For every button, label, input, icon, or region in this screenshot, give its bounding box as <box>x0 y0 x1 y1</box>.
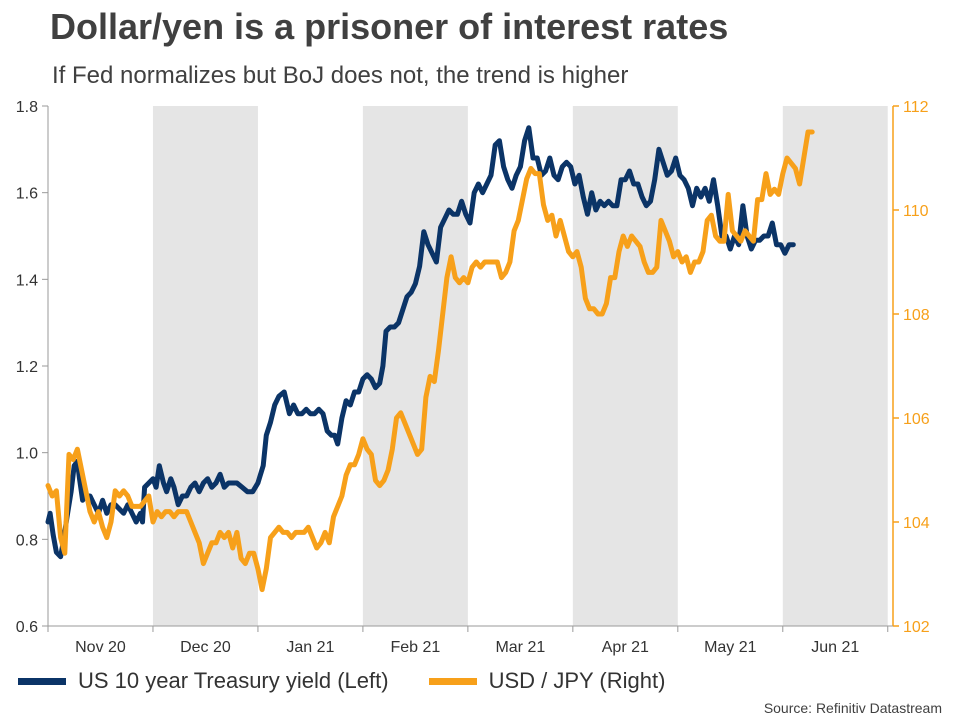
legend-swatch-usdjpy <box>428 677 477 685</box>
left-tick-label: 0.8 <box>16 532 38 549</box>
left-tick-label: 1.4 <box>16 272 38 289</box>
x-tick-label: Dec 20 <box>180 639 231 656</box>
series-line-usdjpy <box>45 129 815 593</box>
left-tick-label: 0.6 <box>16 619 38 636</box>
right-tick-label: 108 <box>903 307 930 324</box>
legend-item-usdjpy: USD / JPY (Right) <box>428 668 666 694</box>
shade-apr-21 <box>572 106 678 626</box>
left-tick-label: 1.2 <box>16 359 38 376</box>
shade-feb-21 <box>362 106 468 626</box>
legend-swatch-yield <box>18 677 66 685</box>
shade-jun-21 <box>782 106 888 626</box>
right-tick-label: 112 <box>903 99 929 116</box>
legend-item-yield: US 10 year Treasury yield (Left) <box>18 668 389 694</box>
x-tick-label: May 21 <box>704 639 757 656</box>
x-tick-label: Jun 21 <box>811 639 859 656</box>
right-axis-ticks: 102 104 106 108 110 112 <box>893 99 930 636</box>
left-tick-label: 1.6 <box>16 186 38 203</box>
legend-label-usdjpy: USD / JPY (Right) <box>488 668 666 693</box>
legend-label-yield: US 10 year Treasury yield (Left) <box>78 668 389 693</box>
chart-title: Dollar/yen is a prisoner of interest rat… <box>50 6 729 47</box>
series-lines <box>45 125 815 593</box>
axes <box>47 106 894 627</box>
x-tick-label: Nov 20 <box>75 639 126 656</box>
series-line-yield <box>45 125 796 560</box>
chart-area: 0.6 0.8 1.0 1.2 1.4 1.6 1.8 102 104 106 108 110 112… <box>16 99 930 656</box>
x-tick-label: Apr 21 <box>602 639 649 656</box>
left-tick-label: 1.8 <box>16 99 38 116</box>
right-tick-label: 106 <box>903 411 930 428</box>
left-tick-label: 1.0 <box>16 446 38 463</box>
right-tick-label: 104 <box>903 515 930 532</box>
month-shading <box>152 106 888 626</box>
right-tick-label: 110 <box>903 203 929 220</box>
x-tick-label: Feb 21 <box>390 639 440 656</box>
chart-subtitle: If Fed normalizes but BoJ does not, the … <box>52 62 629 89</box>
left-axis-ticks: 0.6 0.8 1.0 1.2 1.4 1.6 1.8 <box>16 99 48 636</box>
x-axis-ticks: Nov 20 Dec 20 Jan 21 Feb 21 Mar 21 Apr 21 May … <box>47 626 889 656</box>
right-tick-label: 102 <box>903 619 930 636</box>
legend: US 10 year Treasury yield (Left) USD / J… <box>18 668 705 694</box>
x-tick-label: Jan 21 <box>286 639 334 656</box>
x-tick-label: Mar 21 <box>495 639 545 656</box>
shade-dec-20 <box>152 106 258 626</box>
source-note: Source: Refinitiv Datastream <box>763 700 942 716</box>
